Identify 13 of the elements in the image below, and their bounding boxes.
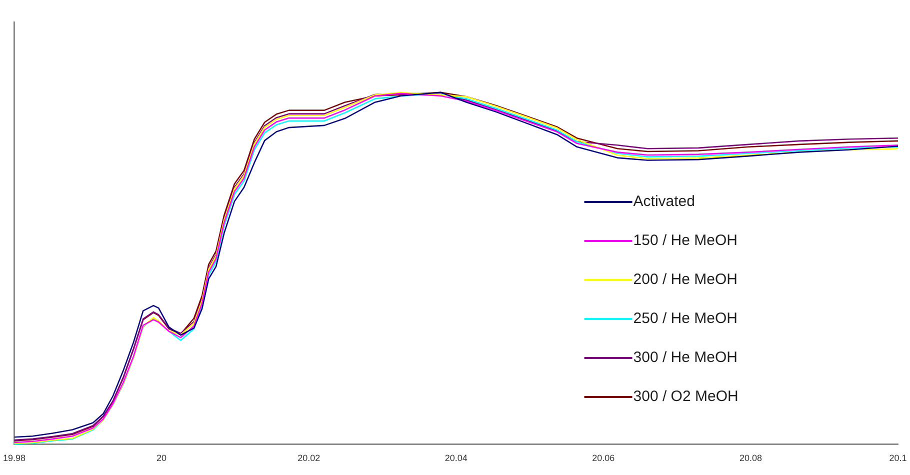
- x-tick-label: 20.06: [592, 453, 615, 464]
- legend-label: Activated: [633, 193, 695, 210]
- x-tick-label: 20.04: [444, 453, 468, 464]
- x-tick-label: 20.1: [889, 453, 907, 464]
- legend-label: 300 / O2 MeOH: [633, 388, 738, 406]
- x-tick-label: 20.08: [739, 453, 762, 464]
- legend-label: 150 / He MeOH: [633, 232, 738, 250]
- x-tick-label: 20.02: [298, 453, 320, 464]
- x-tick-label: 20: [156, 453, 167, 464]
- legend-label: 300 / He MeOH: [633, 349, 738, 366]
- legend-label: 250 / He MeOH: [633, 310, 738, 328]
- x-tick-label: 19.98: [2, 453, 26, 464]
- legend-label: 200 / He MeOH: [633, 271, 738, 288]
